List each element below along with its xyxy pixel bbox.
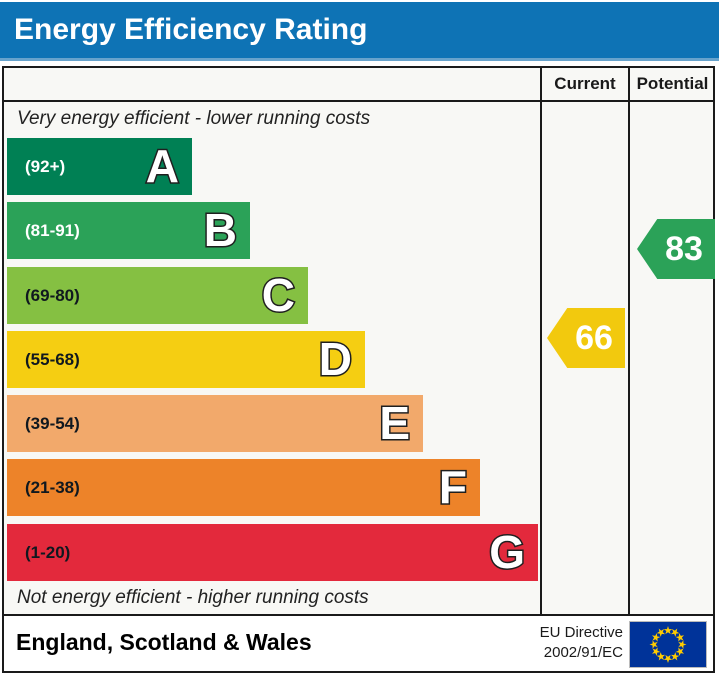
band-letter: E	[378, 396, 412, 451]
column-header-current: Current	[554, 74, 616, 93]
eu-directive-line1: EU Directive	[539, 624, 623, 641]
current-rating-value: 66	[575, 318, 613, 357]
band-row-a: (92+) A	[7, 138, 192, 195]
band-letter: G	[488, 525, 527, 580]
region-label: England, Scotland & Wales	[16, 629, 312, 655]
band-range-label: (55-68)	[25, 349, 80, 369]
band-range-label: (81-91)	[25, 220, 80, 240]
band-row-e: (39-54) E	[7, 395, 423, 452]
band-range-label: (92+)	[25, 156, 66, 176]
footer: England, Scotland & Wales EU Directive 2…	[2, 616, 715, 673]
band-range-label: (21-38)	[25, 477, 80, 497]
band-row-b: (81-91) B	[7, 202, 250, 259]
band-range-label: (69-80)	[25, 285, 80, 305]
band-range-label: (39-54)	[25, 413, 80, 433]
band-letter: B	[202, 203, 238, 258]
eu-directive-text: EU Directive 2002/91/EC	[540, 623, 623, 663]
band-letter: F	[437, 460, 468, 515]
band-range-label: (1-20)	[25, 542, 71, 562]
band-row-c: (69-80) C	[7, 267, 308, 324]
title-bar: Energy Efficiency Rating	[0, 2, 719, 61]
eu-directive-line2: 2002/91/EC	[543, 644, 623, 661]
eu-flag-icon	[629, 621, 707, 668]
header-divider	[2, 100, 715, 102]
band-letter: C	[260, 268, 296, 323]
column-header-potential: Potential	[636, 74, 709, 93]
column-divider-potential	[628, 66, 630, 616]
band-letter: A	[144, 139, 180, 194]
band-row-d: (55-68) D	[7, 331, 365, 388]
potential-rating-value: 83	[665, 229, 703, 268]
top-note: Very energy efficient - lower running co…	[17, 108, 371, 129]
column-divider-current	[540, 66, 542, 616]
page-title: Energy Efficiency Rating	[14, 13, 368, 46]
band-row-g: (1-20) G	[7, 524, 538, 581]
bottom-note: Not energy efficient - higher running co…	[17, 587, 369, 608]
band-letter: D	[317, 332, 353, 387]
band-row-f: (21-38) F	[7, 459, 480, 516]
